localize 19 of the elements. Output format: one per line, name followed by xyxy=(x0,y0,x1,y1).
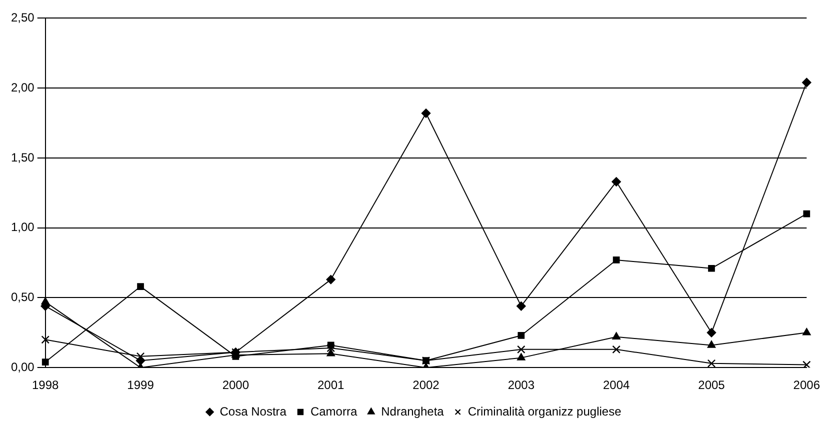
x-tick-label: 2006 xyxy=(793,378,820,392)
x-tick-label: 2005 xyxy=(698,378,726,392)
y-tick-label: 0,00 xyxy=(10,360,35,374)
x-tick-label: 2004 xyxy=(602,378,630,392)
y-tick-label: 2,00 xyxy=(10,80,35,94)
x-tick-label: 1999 xyxy=(127,378,154,392)
legend-label: Criminalità organizz pugliese xyxy=(468,404,622,418)
legend-label: Camorra xyxy=(310,404,358,418)
x-tick-label: 2002 xyxy=(412,378,440,392)
x-tick-label: 2000 xyxy=(222,378,250,392)
legend-label: Cosa Nostra xyxy=(220,404,287,418)
legend-label: Ndrangheta xyxy=(381,404,444,418)
y-tick-label: 0,50 xyxy=(10,290,35,304)
y-tick-label: 1,50 xyxy=(10,150,35,164)
y-tick-label: 1,00 xyxy=(10,220,35,234)
x-tick-label: 2003 xyxy=(508,378,535,392)
y-tick-label: 2,50 xyxy=(10,10,35,25)
x-tick-label: 1998 xyxy=(32,378,60,392)
x-tick-label: 2001 xyxy=(317,378,345,392)
